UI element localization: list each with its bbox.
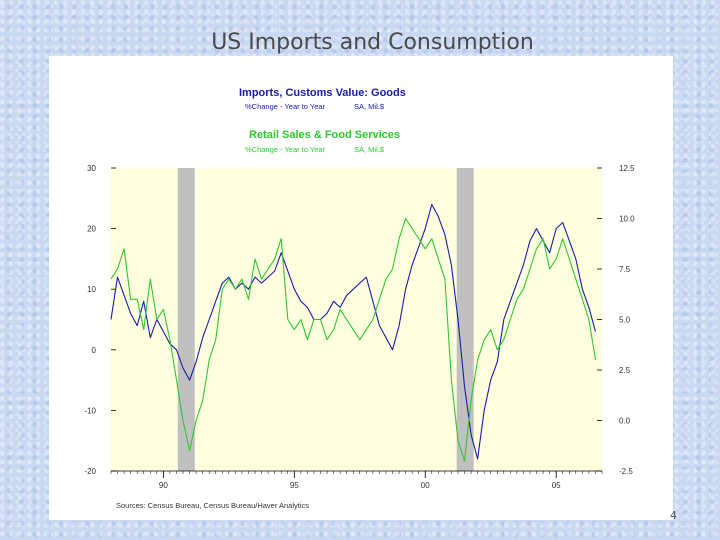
- series-1-units: SA, Mil.$: [354, 102, 385, 111]
- series-1-title: Imports, Customs Value: Goods: [239, 87, 406, 99]
- slide-title: US Imports and Consumption: [211, 30, 534, 55]
- recession-band-2: [456, 168, 474, 471]
- x-axis-tick-label: 95: [290, 481, 299, 490]
- series-lines: [110, 203, 597, 462]
- chart-panel: 30 20 10 0 -10 -20 12.5 10.0 7.5 5.0 2.5 0.0 -2.5 90 9…: [49, 56, 673, 520]
- x-axis-tick-label: 90: [159, 481, 168, 490]
- left-axis-tick-label: -20: [84, 467, 96, 476]
- right-axis-tick-label: 0.0: [619, 417, 631, 426]
- chart-svg: 30 20 10 0 -10 -20 12.5 10.0 7.5 5.0 2.5 0.0 -2.5 90 9…: [84, 87, 635, 510]
- left-axis-tick-label: 0: [92, 346, 97, 355]
- series-2-title: Retail Sales & Food Services: [249, 129, 400, 141]
- series-line-1: [110, 203, 597, 460]
- axes: 30 20 10 0 -10 -20 12.5 10.0 7.5 5.0 2.5 0.0 -2.5 90 9…: [84, 164, 635, 490]
- series-2-units: SA, Mil.$: [354, 145, 385, 154]
- series-1-subtitle: %Change - Year to Year: [245, 102, 326, 111]
- source-note: Sources: Census Bureau, Census Bureau/Ha…: [116, 501, 309, 510]
- recession-shading: [177, 168, 474, 471]
- series-line-2: [110, 217, 597, 462]
- recession-band-1: [177, 168, 195, 471]
- x-axis-tick-label: 00: [421, 481, 430, 490]
- right-axis-tick-label: 5.0: [619, 316, 631, 325]
- series-2-subtitle: %Change - Year to Year: [245, 145, 326, 154]
- right-axis-tick-label: 12.5: [619, 164, 635, 173]
- x-axis-tick-label: 05: [552, 481, 561, 490]
- right-axis-tick-label: 10.0: [619, 215, 635, 224]
- right-axis-tick-label: 7.5: [619, 265, 631, 274]
- slide-number: 4: [670, 509, 677, 522]
- left-axis-tick-label: 20: [87, 225, 96, 234]
- left-axis-tick-label: -10: [84, 406, 96, 415]
- left-axis-tick-label: 30: [87, 164, 96, 173]
- left-axis-tick-label: 10: [87, 285, 96, 294]
- right-axis-tick-label: -2.5: [619, 467, 633, 476]
- right-axis-tick-label: 2.5: [619, 366, 631, 375]
